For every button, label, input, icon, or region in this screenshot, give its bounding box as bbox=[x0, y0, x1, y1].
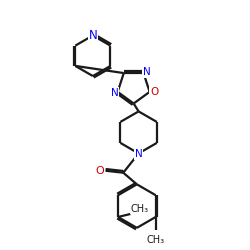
Text: CH₃: CH₃ bbox=[131, 204, 149, 214]
Text: N: N bbox=[111, 88, 118, 98]
Text: O: O bbox=[150, 87, 158, 97]
Text: N: N bbox=[88, 28, 97, 42]
Text: N: N bbox=[135, 149, 142, 159]
Text: O: O bbox=[96, 166, 104, 176]
Text: N: N bbox=[143, 67, 150, 77]
Text: CH₃: CH₃ bbox=[147, 235, 165, 245]
